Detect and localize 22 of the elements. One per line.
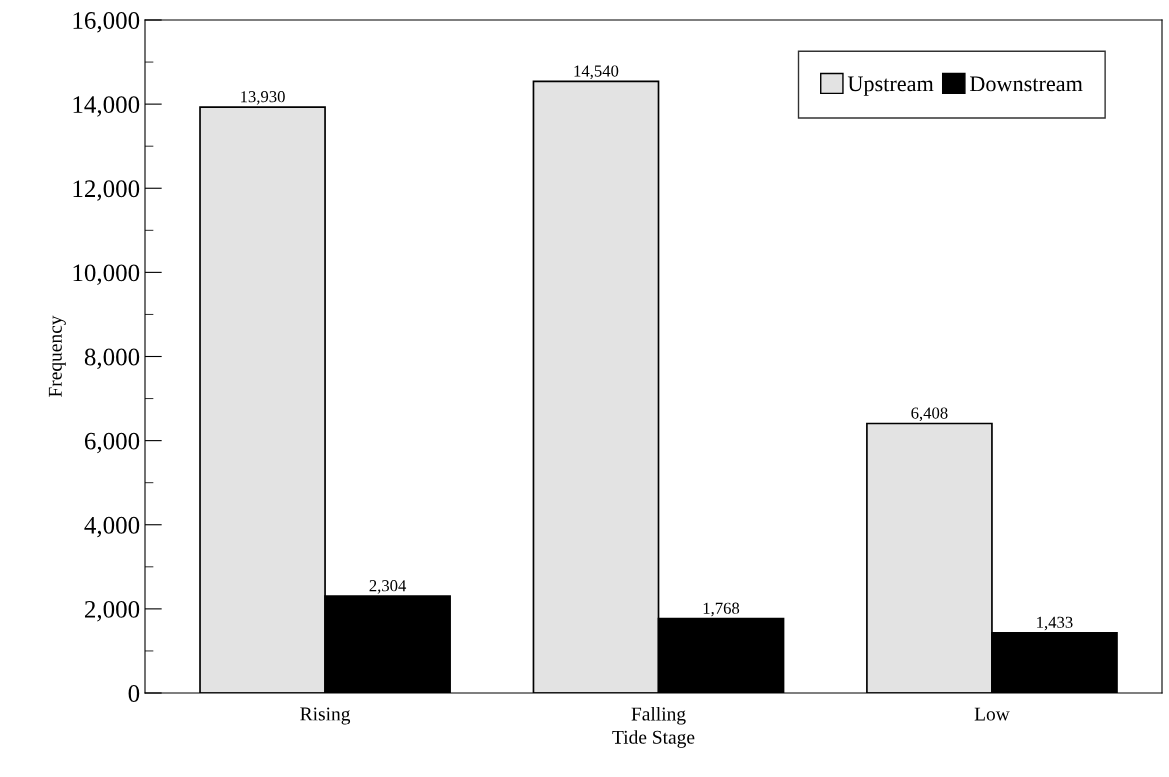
- x-tick-label: Rising: [300, 707, 351, 725]
- data-label: 6,408: [911, 407, 948, 422]
- y-tick-label: 10,000: [73, 264, 140, 285]
- y-tick-label: 14,000: [73, 96, 140, 117]
- y-tick-label: 6,000: [84, 432, 140, 454]
- y-tick-label: 8,000: [84, 348, 140, 370]
- y-tick-label: 2,000: [84, 600, 140, 622]
- legend-label: Downstream: [969, 76, 1083, 92]
- data-label: 13,930: [241, 91, 285, 105]
- data-label: 14,540: [574, 65, 619, 80]
- data-label: 1,433: [1037, 616, 1073, 631]
- legend-label: Upstream: [847, 76, 934, 96]
- y-tick-label: 4,000: [84, 516, 140, 538]
- y-tick-label: 12,000: [73, 180, 140, 201]
- data-label: 2,304: [369, 580, 407, 594]
- data-label: 1,768: [703, 602, 740, 617]
- x-axis-title: Tide Stage: [612, 730, 695, 748]
- y-axis-title: Frequency: [48, 315, 66, 397]
- y-tick-label: 16,000: [73, 12, 140, 33]
- y-tick-label: 0: [128, 685, 140, 702]
- x-tick-label: Falling: [631, 706, 686, 725]
- x-tick-label: Low: [974, 707, 1010, 721]
